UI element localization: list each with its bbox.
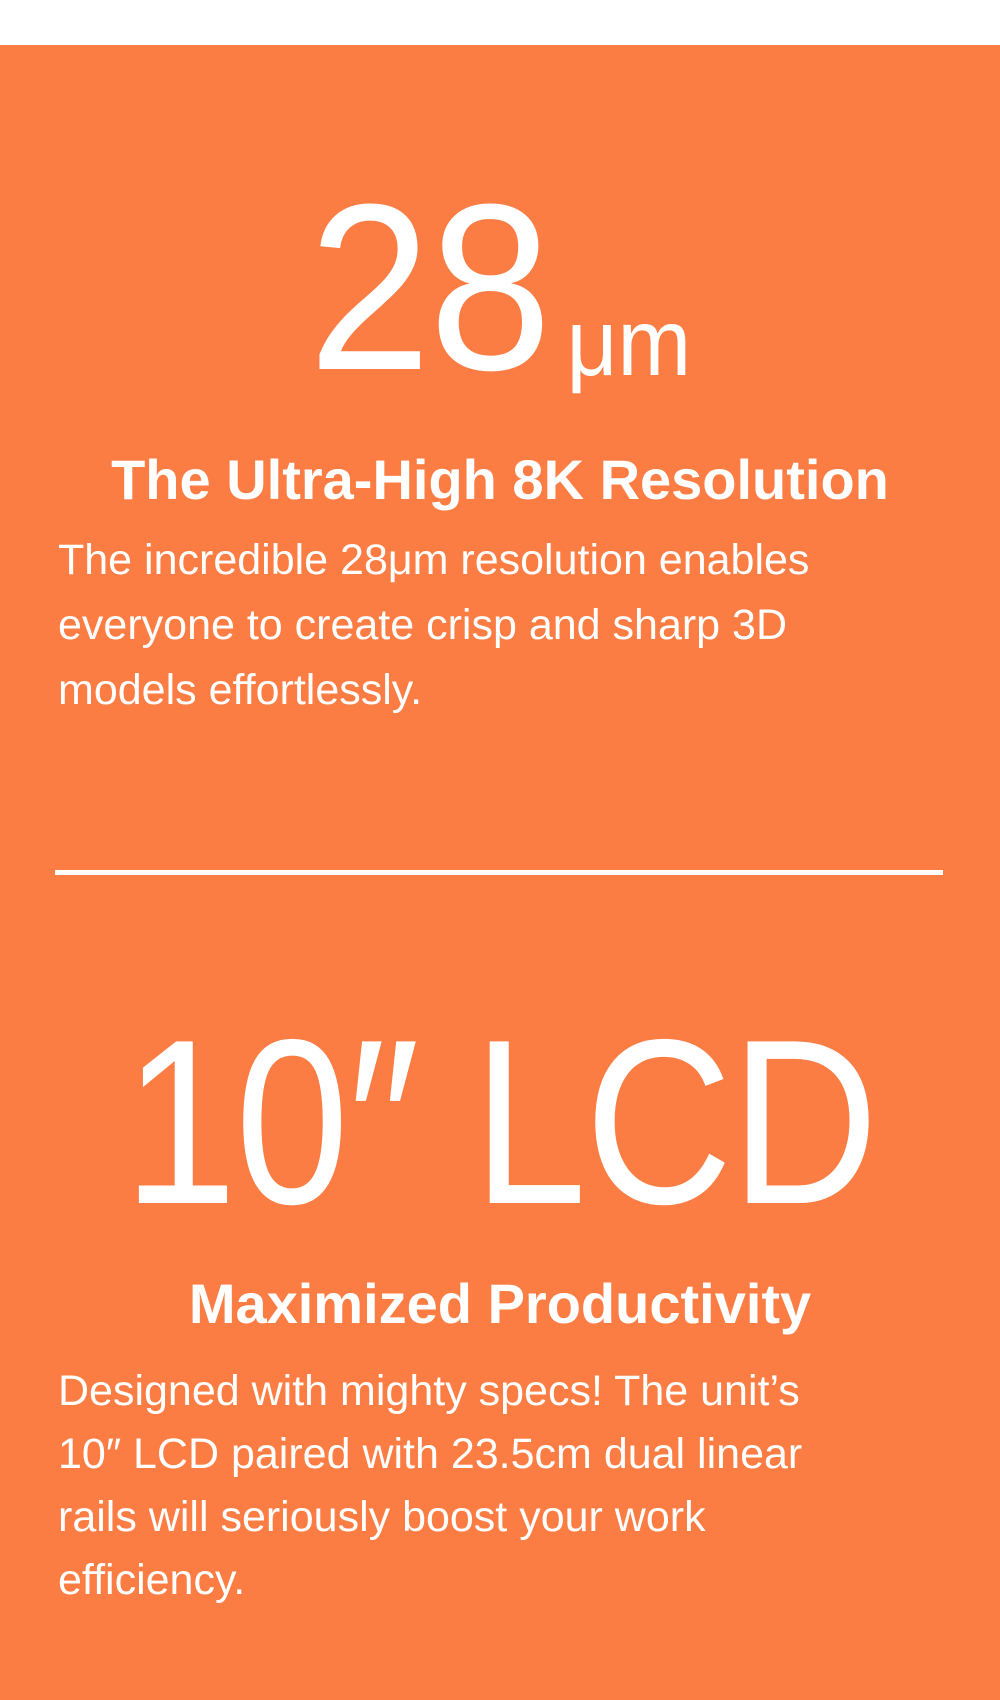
resolution-stat-unit: μm: [566, 290, 692, 396]
lcd-stat: 10″ LCD: [0, 1004, 1000, 1239]
lcd-stat-value: 10″ LCD: [123, 990, 878, 1253]
resolution-description-line: The incredible 28μm resolution enables: [58, 536, 810, 584]
resolution-heading: The Ultra-High 8K Resolution: [111, 448, 889, 511]
resolution-description-line: models effortlessly.: [58, 666, 423, 714]
top-spacer: [0, 0, 1000, 45]
productivity-description-line: Designed with mighty specs! The unit’s: [58, 1367, 800, 1415]
resolution-stat-value: 28: [308, 155, 552, 420]
resolution-stat: 28 μm: [0, 169, 1000, 406]
productivity-heading: Maximized Productivity: [188, 1272, 812, 1335]
resolution-description-line: everyone to create crisp and sharp 3D: [58, 601, 788, 649]
productivity-description-line: rails will seriously boost your work: [58, 1493, 706, 1541]
feature-panel: 28 μm The Ultra-High 8K Resolution The i…: [0, 45, 1000, 1700]
resolution-description: The incredible 28μm resolution enables e…: [58, 528, 958, 723]
section-divider: [55, 870, 943, 875]
productivity-description-line: 10″ LCD paired with 23.5cm dual linear: [58, 1430, 803, 1478]
productivity-description: Designed with mighty specs! The unit’s 1…: [58, 1360, 958, 1612]
productivity-description-line: efficiency.: [58, 1556, 246, 1604]
